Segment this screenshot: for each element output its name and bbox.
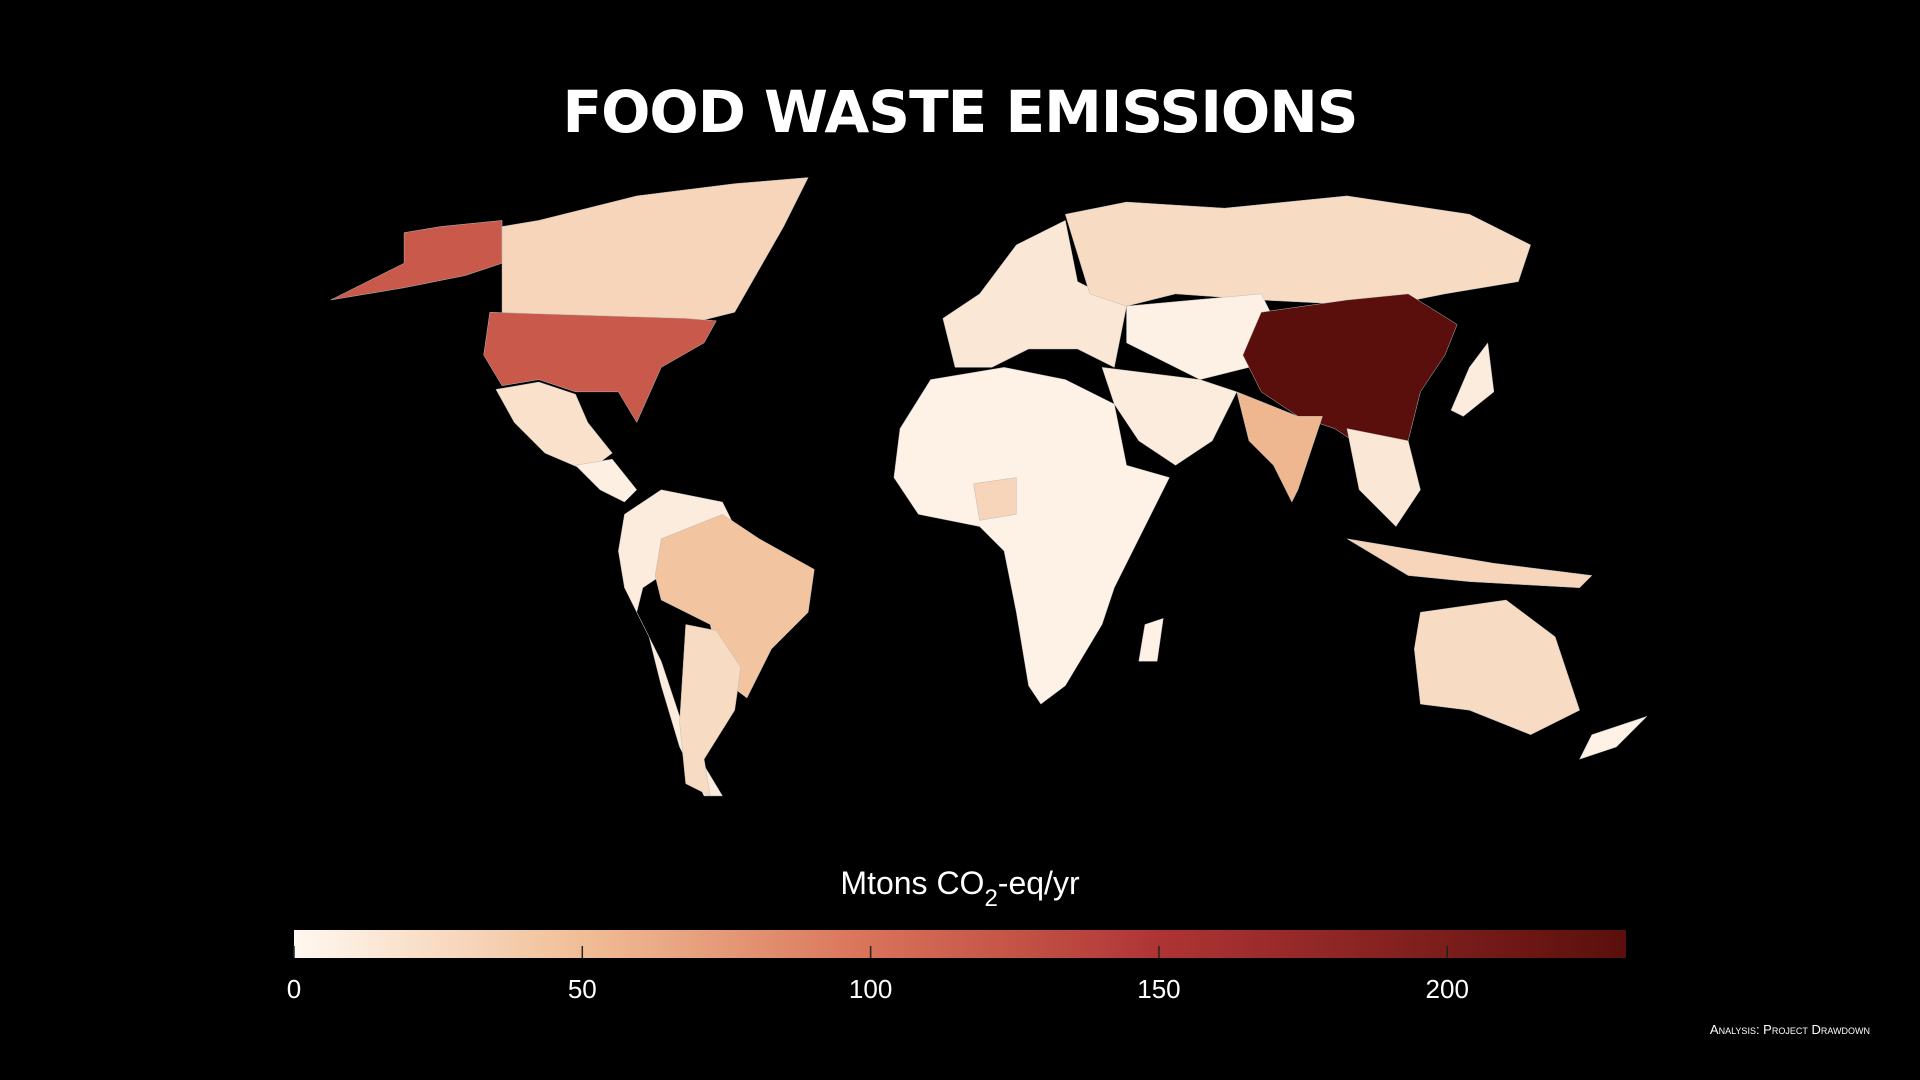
world-map — [330, 177, 1648, 797]
region — [1346, 428, 1421, 527]
label-text: Mtons CO — [840, 865, 984, 901]
region — [679, 624, 742, 797]
tick-label: 100 — [849, 974, 892, 1004]
tick-label: 50 — [568, 974, 597, 1004]
region — [483, 311, 717, 423]
tick-label: 0 — [287, 974, 301, 1004]
region — [1450, 342, 1495, 417]
region — [1579, 716, 1648, 760]
region — [1138, 618, 1164, 662]
region — [495, 381, 613, 472]
label-subscript: 2 — [984, 885, 997, 912]
tick-label: 150 — [1137, 974, 1180, 1004]
region — [1346, 538, 1593, 589]
tick-label: 200 — [1426, 974, 1469, 1004]
region — [330, 220, 503, 301]
region — [1236, 391, 1323, 503]
region — [654, 514, 815, 699]
credit: Analysis: Project Drawdown — [1710, 1022, 1870, 1037]
region — [973, 477, 1017, 521]
region — [575, 458, 638, 503]
region — [1065, 195, 1531, 307]
region — [1126, 293, 1274, 380]
region — [1101, 367, 1238, 466]
colorbar-label: Mtons CO2-eq/yr — [840, 865, 1080, 912]
region — [893, 367, 1170, 705]
region — [1414, 599, 1580, 735]
title: FOOD WASTE EMISSIONS — [562, 78, 1357, 146]
label-text: -eq/yr — [998, 865, 1080, 901]
colorbar — [294, 930, 1626, 958]
